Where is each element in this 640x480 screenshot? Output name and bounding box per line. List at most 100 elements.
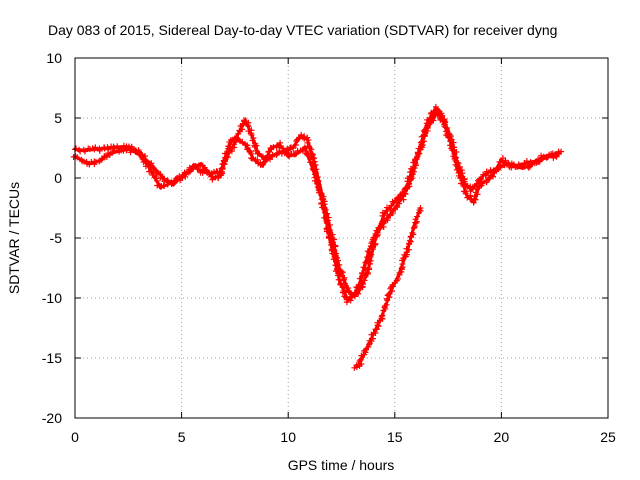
data-point xyxy=(92,144,99,151)
series-path xyxy=(74,109,560,303)
data-point xyxy=(145,162,152,169)
data-point xyxy=(142,163,149,170)
data-point xyxy=(195,166,202,173)
data-point xyxy=(406,237,413,244)
data-point xyxy=(413,156,420,163)
data-point xyxy=(383,301,390,308)
data-point xyxy=(372,240,379,247)
data-point xyxy=(543,154,550,161)
data-point xyxy=(248,155,255,162)
data-point xyxy=(218,165,225,172)
data-point xyxy=(215,175,222,182)
series-main-track xyxy=(71,103,565,300)
axis-ticks xyxy=(74,57,609,419)
data-point xyxy=(323,218,330,225)
data-point xyxy=(246,147,253,154)
data-point xyxy=(326,235,333,242)
data-point xyxy=(329,239,336,246)
data-point xyxy=(254,156,261,163)
y-tick-label: -20 xyxy=(42,410,62,426)
data-point xyxy=(356,357,363,364)
data-point xyxy=(219,164,226,171)
data-point xyxy=(536,158,543,165)
data-point xyxy=(402,184,409,191)
data-point xyxy=(388,202,395,209)
data-point xyxy=(282,148,289,155)
x-tick-label: 20 xyxy=(494,429,510,445)
data-point xyxy=(319,195,326,202)
data-point xyxy=(361,273,368,280)
data-point xyxy=(136,151,143,158)
data-point xyxy=(343,299,350,306)
data-point xyxy=(390,283,397,290)
x-tick-label: 15 xyxy=(387,429,403,445)
data-point xyxy=(409,229,416,236)
data-point xyxy=(310,167,317,174)
data-point xyxy=(555,151,562,157)
data-point xyxy=(165,179,172,186)
data-point xyxy=(523,158,530,165)
data-point xyxy=(364,248,371,255)
data-point xyxy=(329,231,336,238)
data-point xyxy=(127,149,134,156)
data-point xyxy=(462,190,469,197)
data-point xyxy=(387,211,394,218)
data-point xyxy=(496,158,503,165)
data-point xyxy=(290,145,297,152)
data-point xyxy=(98,156,105,163)
data-point xyxy=(451,153,458,160)
data-point xyxy=(179,174,186,181)
data-point xyxy=(239,126,246,133)
data-point xyxy=(305,137,312,144)
data-point xyxy=(472,196,479,203)
data-point xyxy=(332,262,339,269)
series-path xyxy=(74,105,562,299)
data-point xyxy=(373,326,380,333)
data-point xyxy=(285,151,292,158)
data-point xyxy=(489,173,496,180)
data-point xyxy=(385,291,392,298)
data-point xyxy=(421,128,428,135)
data-point xyxy=(453,149,460,156)
grid-lines xyxy=(75,58,608,418)
data-point xyxy=(457,172,464,179)
data-point xyxy=(364,270,371,277)
plot-frame xyxy=(74,57,609,419)
data-point xyxy=(417,205,424,211)
data-point xyxy=(405,181,412,188)
data-point xyxy=(265,149,272,156)
data-point xyxy=(429,116,436,123)
data-point xyxy=(239,121,246,128)
y-tick-label: 0 xyxy=(54,170,62,186)
data-point xyxy=(358,361,365,368)
data-point xyxy=(304,139,311,146)
y-tick-label: -10 xyxy=(42,290,62,306)
data-point xyxy=(366,265,373,272)
data-point xyxy=(379,209,386,216)
data-point xyxy=(303,151,310,158)
x-tick-label: 5 xyxy=(178,429,186,445)
data-point xyxy=(375,323,382,330)
data-point xyxy=(161,183,168,190)
x-tick-label: 10 xyxy=(280,429,296,445)
x-axis-label: GPS time / hours xyxy=(288,457,395,473)
data-points xyxy=(70,103,565,371)
y-axis-tick-labels: -20 -15 -10 -5 0 5 10 xyxy=(42,50,62,426)
data-point xyxy=(322,215,329,222)
data-point xyxy=(340,277,347,284)
data-point xyxy=(273,142,280,149)
data-point xyxy=(101,145,108,152)
data-point xyxy=(149,171,156,178)
data-point xyxy=(483,178,490,185)
data-point xyxy=(387,205,394,212)
data-point xyxy=(228,148,235,155)
data-point xyxy=(225,148,232,155)
data-point xyxy=(474,180,481,187)
series-lower-excursion xyxy=(351,205,424,371)
data-point xyxy=(528,160,535,167)
data-point xyxy=(342,289,349,296)
data-point xyxy=(455,160,462,167)
data-point xyxy=(249,137,256,144)
data-point xyxy=(316,189,323,196)
